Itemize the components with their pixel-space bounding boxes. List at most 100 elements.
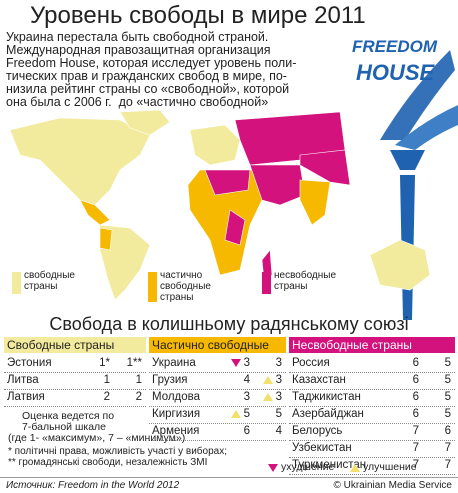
country: Россия	[292, 357, 330, 369]
row-rule	[289, 457, 455, 458]
score-value: 1*	[99, 357, 110, 369]
country: Узбекистан	[292, 442, 352, 454]
trend-up	[262, 392, 273, 401]
score: 5	[224, 408, 250, 420]
score: 6	[393, 357, 419, 369]
country: Украина	[152, 357, 196, 369]
score: 7	[425, 459, 451, 471]
table-header: Частично свободные	[149, 337, 286, 353]
score-value: 6	[412, 357, 419, 369]
score: 2	[84, 391, 110, 403]
score: 1*	[84, 357, 110, 369]
score: 6	[393, 408, 419, 420]
score: 3	[224, 391, 250, 403]
score: 6	[393, 391, 419, 403]
score-value: 1	[135, 374, 142, 386]
country: Туркменистан	[292, 459, 367, 471]
score-value: 7	[412, 459, 419, 471]
row-rule	[289, 406, 455, 407]
score: 7	[393, 442, 419, 454]
country: Таджикистан	[292, 391, 361, 403]
row-rule	[289, 423, 455, 424]
row-rule	[149, 423, 286, 424]
score: 3	[256, 357, 282, 369]
score: 5	[425, 391, 451, 403]
country: Армения	[152, 425, 200, 437]
score-value: 2	[103, 391, 110, 403]
score: 5	[256, 408, 282, 420]
row-rule	[149, 406, 286, 407]
note: 7-бальной шкале	[22, 421, 107, 433]
country: Грузия	[152, 374, 188, 386]
intro-line: низила рейтинг страны со «свободной», ко…	[6, 82, 290, 96]
intro-line: тических прав и гражданских свобод в мир…	[6, 69, 287, 83]
score-value: 3	[275, 357, 282, 369]
country: Белорусь	[292, 425, 343, 437]
trend-label: ухудшение	[281, 461, 335, 473]
score-value: 5	[444, 408, 451, 420]
country: Киргизия	[152, 408, 201, 420]
intro-line: она была с 2006 г. до «частично свободно…	[6, 95, 269, 109]
score-value: 7	[444, 442, 451, 454]
score-value: 6	[412, 374, 419, 386]
score: 3	[256, 391, 282, 403]
country: Азербайджан	[292, 408, 364, 420]
score: 4	[256, 425, 282, 437]
intro-line: Freedom House, которая исследует уровень…	[6, 56, 297, 70]
row-rule	[4, 372, 146, 373]
trend-up	[230, 409, 241, 418]
trend-up	[350, 464, 360, 472]
row-rule	[289, 440, 455, 441]
score-value: 1**	[126, 357, 142, 369]
score-value: 6	[243, 425, 250, 437]
note: ** громадянські свободи, незалежність ЗМ…	[8, 457, 208, 468]
trend-down	[230, 358, 241, 367]
credit: © Ukrainian Media Service	[333, 480, 452, 491]
score-value: 3	[275, 391, 282, 403]
footer-rule	[0, 477, 458, 478]
score-value: 7	[412, 425, 419, 437]
score-value: 7	[412, 442, 419, 454]
score: 1	[84, 374, 110, 386]
logo-text: FREEDOM	[352, 37, 438, 56]
table-header: Несвободные страны	[289, 337, 455, 353]
score: 4	[224, 374, 250, 386]
country: Казахстан	[292, 374, 346, 386]
score: 5	[425, 357, 451, 369]
score-value: 5	[444, 357, 451, 369]
row-rule	[4, 406, 146, 407]
section-title: Свобода в колишньому радянському союзі	[49, 314, 409, 334]
score-value: 4	[275, 425, 282, 437]
score-value: 2	[135, 391, 142, 403]
row-rule	[4, 389, 146, 390]
score-value: 5	[275, 408, 282, 420]
row-rule	[149, 372, 286, 373]
score: 7	[393, 459, 419, 471]
trend-up	[262, 375, 273, 384]
legend-swatch	[148, 272, 157, 302]
trend-label: улучшение	[363, 461, 417, 473]
legend-label: частично свободные страны	[160, 270, 211, 303]
row-rule	[149, 440, 286, 441]
score: 1**	[116, 357, 142, 369]
logo-text: HOUSE	[356, 60, 436, 85]
score-value: 7	[444, 459, 451, 471]
row-rule	[289, 372, 455, 373]
score: 6	[425, 425, 451, 437]
score: 7	[393, 425, 419, 437]
note: Оценка ведется по	[22, 410, 115, 422]
score-value: 5	[444, 391, 451, 403]
trend-down	[268, 464, 278, 472]
australia	[369, 239, 431, 291]
note: * політичні права, можливість участі у в…	[8, 446, 227, 457]
row-rule	[149, 389, 286, 390]
score: 1	[116, 374, 142, 386]
legend-label: свободные страны	[24, 270, 75, 292]
score: 2	[116, 391, 142, 403]
legend-label: несвободные страны	[274, 270, 337, 292]
world-map	[9, 110, 350, 301]
score: 6	[393, 374, 419, 386]
legend-swatch	[12, 272, 21, 294]
source: Источник: Freedom in the World 2012	[6, 480, 180, 491]
